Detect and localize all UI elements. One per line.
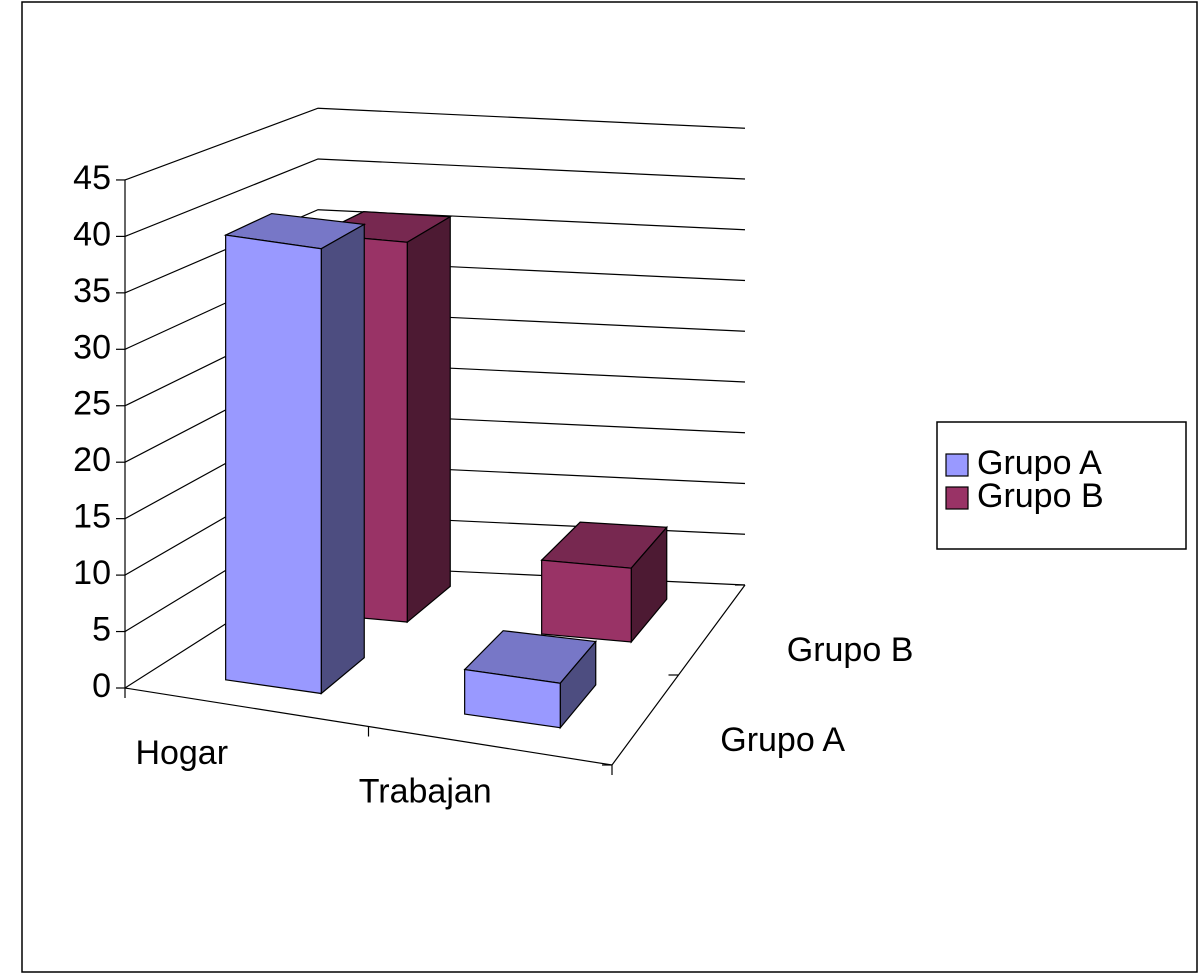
y-tick-label: 35 [73,272,111,310]
bar [541,559,632,643]
x-tick-label: Trabajan [359,773,492,811]
y-tick-label: 5 [92,611,111,649]
y-tick-label: 0 [92,667,111,705]
y-tick-label: 15 [73,498,111,536]
bar-side [406,215,451,624]
legend-swatch [945,486,969,510]
y-tick-label: 40 [73,215,111,253]
grid-line [124,107,746,181]
legend-swatch [945,453,969,477]
z-tick-label: Grupo A [720,721,845,759]
grid-line [124,158,746,237]
bar-side [320,223,365,695]
z-tick-label: Grupo B [787,631,914,669]
bar [225,234,322,695]
y-tick-label: 25 [73,385,111,423]
y-tick-label: 30 [73,328,111,366]
y-tick-label: 45 [73,159,111,197]
legend-label: Grupo B [977,477,1104,515]
legend-label: Grupo A [977,444,1102,482]
x-tick-label: Hogar [135,734,228,772]
y-tick-label: 20 [73,441,111,479]
y-tick-label: 10 [73,554,111,592]
legend [936,421,1187,550]
bar [464,668,561,729]
grid-line [124,209,746,294]
